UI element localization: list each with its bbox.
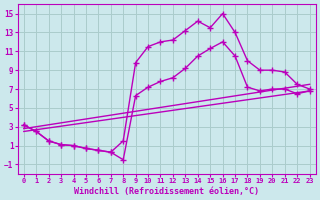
X-axis label: Windchill (Refroidissement éolien,°C): Windchill (Refroidissement éolien,°C) — [74, 187, 259, 196]
